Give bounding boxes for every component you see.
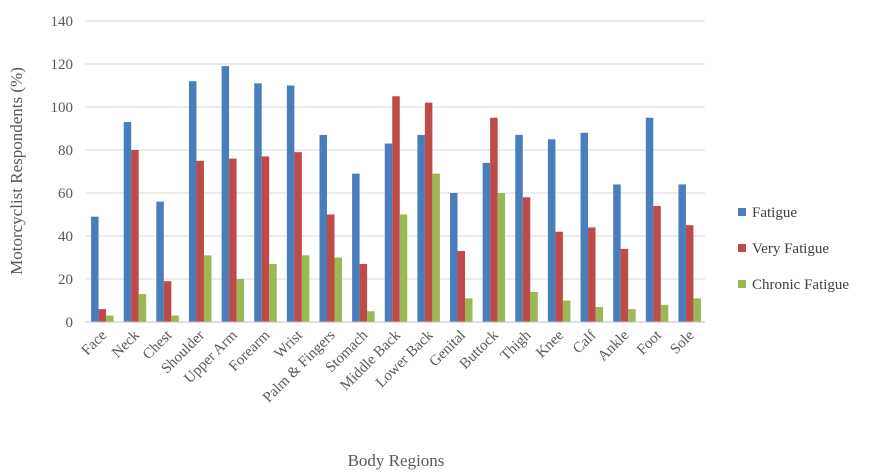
bar-fatigue-neck xyxy=(123,122,132,322)
legend-label-fatigue: Fatigue xyxy=(752,205,797,221)
legend-swatch-very-fatigue xyxy=(738,244,746,252)
legend-label-chronic-fatigue: Chronic Fatigue xyxy=(752,277,849,293)
bar-chronic-fatigue-shoulder xyxy=(203,255,212,322)
bar-chronic-fatigue-neck xyxy=(138,294,147,322)
bars xyxy=(91,66,701,323)
bar-fatigue-ankle xyxy=(613,184,621,322)
bar-chronic-fatigue-buttock xyxy=(497,193,506,322)
y-tick-label: 60 xyxy=(58,186,73,202)
bar-very-fatigue-shoulder xyxy=(196,160,204,322)
bar-very-fatigue-ankle xyxy=(620,248,629,322)
x-tick-label: Thigh xyxy=(498,327,535,364)
bar-chronic-fatigue-calf xyxy=(595,306,604,322)
y-tick-label: 0 xyxy=(66,315,74,331)
bar-fatigue-calf xyxy=(580,132,589,322)
bar-chronic-fatigue-genital xyxy=(465,298,473,322)
bar-chronic-fatigue-lower-back xyxy=(432,173,440,322)
x-tick-label: Knee xyxy=(533,327,567,361)
bar-fatigue-stomach xyxy=(352,173,360,322)
bar-chronic-fatigue-palm-fingers xyxy=(334,257,342,322)
bar-very-fatigue-knee xyxy=(555,231,563,322)
bar-fatigue-palm-fingers xyxy=(319,134,327,322)
y-axis-title: Motorcyclist Respondents (%) xyxy=(7,67,26,275)
y-axis-ticks: 0 20 40 60 80 100 120 140 xyxy=(51,14,74,331)
legend-label-very-fatigue: Very Fatigue xyxy=(752,241,829,257)
y-tick-label: 100 xyxy=(51,100,74,116)
bar-very-fatigue-face xyxy=(98,309,107,322)
bar-very-fatigue-stomach xyxy=(359,263,368,322)
bar-very-fatigue-buttock xyxy=(490,117,498,322)
x-tick-label: Face xyxy=(79,327,111,359)
bar-very-fatigue-forearm xyxy=(261,156,270,322)
bar-chronic-fatigue-knee xyxy=(562,300,571,322)
bar-chronic-fatigue-wrist xyxy=(301,255,310,322)
bar-chronic-fatigue-foot xyxy=(660,304,669,322)
legend-swatch-chronic-fatigue xyxy=(738,280,746,288)
bar-very-fatigue-neck xyxy=(131,150,139,322)
bar-very-fatigue-upper-arm xyxy=(229,158,237,322)
bar-very-fatigue-middle-back xyxy=(392,96,400,322)
bar-chronic-fatigue-middle-back xyxy=(399,214,408,322)
bar-very-fatigue-wrist xyxy=(294,152,302,322)
x-axis-title: Body Regions xyxy=(348,451,445,470)
bar-fatigue-wrist xyxy=(286,85,295,322)
bar-fatigue-face xyxy=(91,216,99,322)
bar-chronic-fatigue-thigh xyxy=(530,291,538,322)
bar-chronic-fatigue-forearm xyxy=(269,263,277,322)
y-tick-label: 40 xyxy=(58,229,73,245)
bar-fatigue-forearm xyxy=(254,83,262,322)
x-tick-label: Sole xyxy=(667,327,697,357)
bar-fatigue-thigh xyxy=(515,134,523,322)
bar-fatigue-sole xyxy=(678,184,686,322)
bar-fatigue-knee xyxy=(547,139,556,322)
y-tick-label: 140 xyxy=(51,14,74,30)
bar-chronic-fatigue-stomach xyxy=(367,311,375,322)
bar-fatigue-buttock xyxy=(482,162,491,322)
legend-swatch-fatigue xyxy=(738,208,746,216)
bar-chronic-fatigue-chest xyxy=(171,315,179,322)
x-tick-label: Neck xyxy=(109,327,143,361)
x-tick-label: Foot xyxy=(634,327,665,358)
bar-very-fatigue-sole xyxy=(685,225,694,322)
bar-very-fatigue-genital xyxy=(457,251,466,322)
bar-fatigue-shoulder xyxy=(188,81,197,322)
bar-fatigue-middle-back xyxy=(384,143,393,322)
bar-very-fatigue-calf xyxy=(588,227,596,322)
x-tick-label: Ankle xyxy=(595,327,632,364)
bar-fatigue-upper-arm xyxy=(221,66,230,323)
y-tick-label: 80 xyxy=(58,143,73,159)
bar-very-fatigue-foot xyxy=(653,205,661,322)
bar-very-fatigue-palm-fingers xyxy=(326,214,335,322)
bar-chronic-fatigue-face xyxy=(106,315,114,322)
y-tick-label: 20 xyxy=(58,272,73,288)
bar-very-fatigue-lower-back xyxy=(424,102,433,322)
y-tick-label: 120 xyxy=(51,57,74,73)
bar-chronic-fatigue-ankle xyxy=(628,309,636,322)
bar-very-fatigue-chest xyxy=(163,281,172,322)
bar-fatigue-foot xyxy=(645,117,654,322)
bar-fatigue-genital xyxy=(450,193,458,322)
bar-fatigue-chest xyxy=(156,201,164,322)
bar-chronic-fatigue-upper-arm xyxy=(236,279,245,322)
legend: Fatigue Very Fatigue Chronic Fatigue xyxy=(738,205,849,293)
bar-very-fatigue-thigh xyxy=(522,197,531,322)
bar-chronic-fatigue-sole xyxy=(693,298,701,322)
bar-fatigue-lower-back xyxy=(417,134,425,322)
